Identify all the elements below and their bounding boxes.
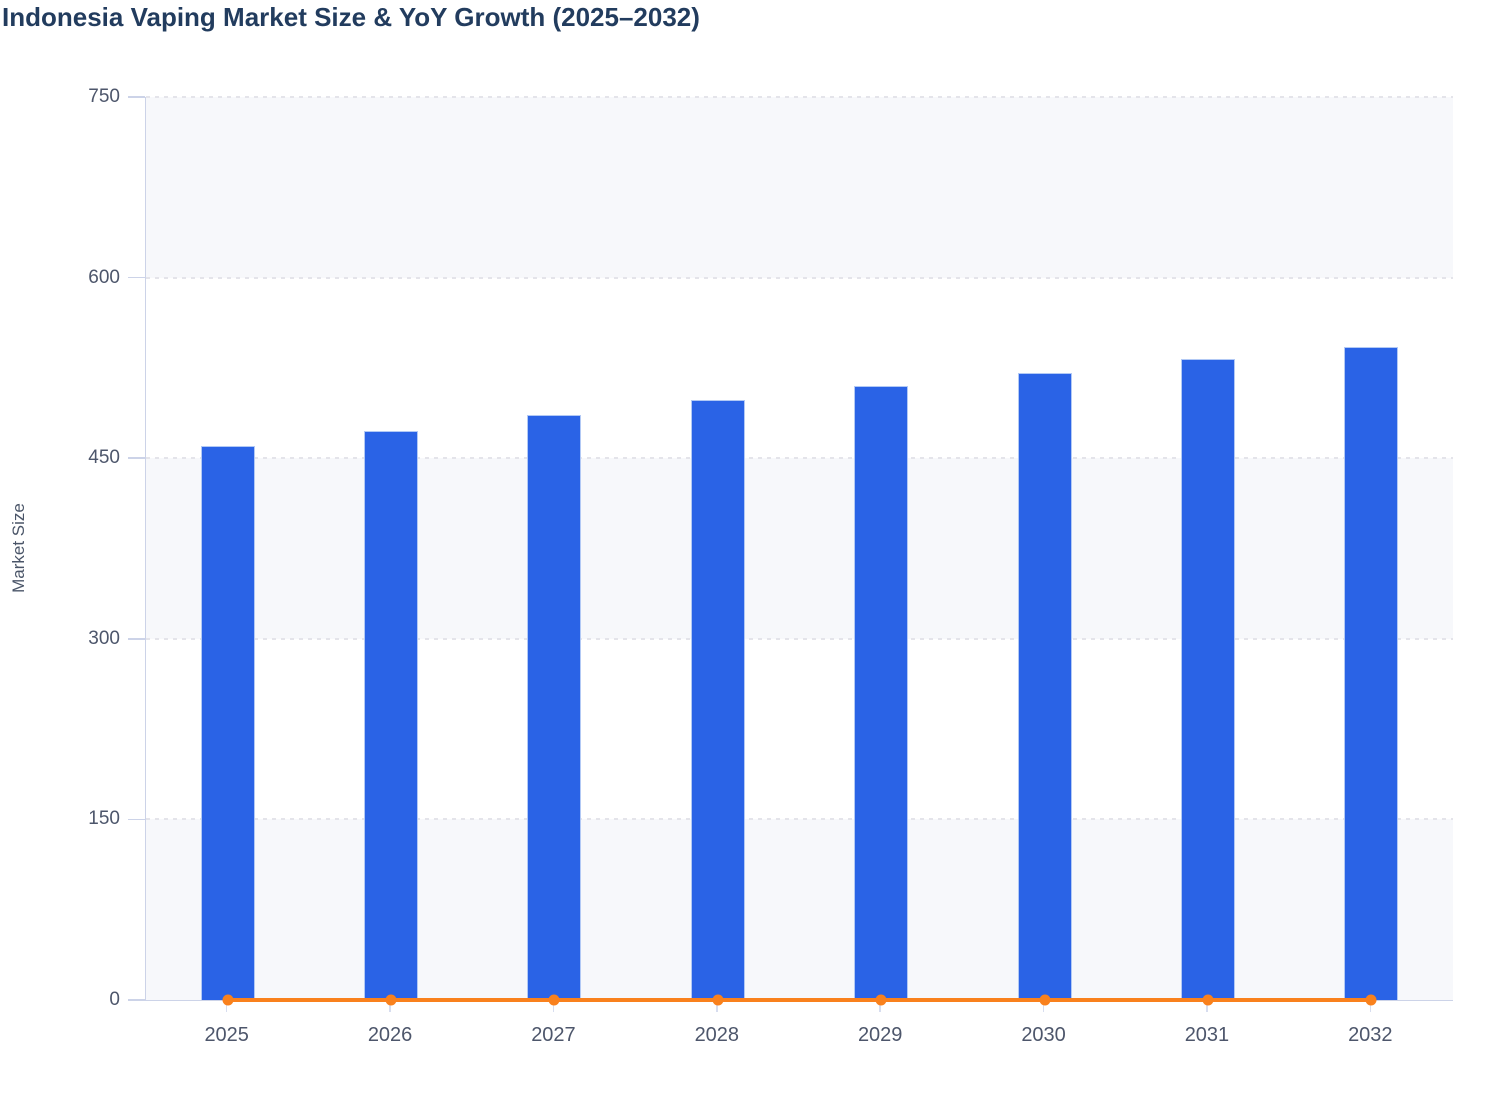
bar-2030[interactable] [1017, 372, 1072, 1000]
split-area-band [146, 277, 1453, 459]
yoy-growth-marker-2026[interactable] [385, 994, 397, 1006]
yoy-growth-marker-2032[interactable] [1365, 994, 1377, 1006]
yoy-growth-marker-2031[interactable] [1202, 994, 1214, 1006]
split-area-band [146, 458, 1453, 639]
y-axis-label: 600 [88, 266, 120, 288]
y-axis-tick [128, 96, 145, 98]
bar-2029[interactable] [854, 385, 909, 1000]
x-axis-label: 2032 [1348, 1024, 1393, 1046]
y-axis-label: 450 [88, 447, 120, 469]
x-axis-label: 2029 [857, 1024, 903, 1046]
y-axis-title: Market Size [9, 503, 28, 593]
bar-2025[interactable] [200, 446, 255, 1000]
x-axis-label: 2027 [531, 1024, 576, 1046]
plot-area [145, 96, 1453, 1006]
yoy-growth-marker-2027[interactable] [548, 994, 560, 1006]
bar-2031[interactable] [1180, 359, 1235, 1000]
yoy-growth-line[interactable] [227, 998, 1372, 1002]
y-axis-label: 300 [88, 627, 120, 649]
bar-2032[interactable] [1344, 347, 1399, 1000]
yoy-growth-marker-2029[interactable] [875, 994, 887, 1006]
split-area-band [146, 638, 1453, 820]
x-axis-label: 2028 [694, 1024, 740, 1046]
yoy-growth-marker-2030[interactable] [1039, 994, 1051, 1006]
gridline-450 [146, 457, 1453, 460]
gridline-150 [146, 818, 1453, 821]
x-axis-label: 2030 [1021, 1024, 1066, 1046]
x-axis-label: 2025 [204, 1024, 249, 1046]
gridline-600 [146, 276, 1453, 279]
x-axis-tick [879, 1005, 881, 1012]
x-axis-tick [552, 1005, 555, 1012]
y-axis-tick [128, 818, 145, 821]
y-axis-tick [128, 276, 145, 279]
y-axis-tick [128, 638, 145, 640]
bar-2027[interactable] [527, 414, 582, 1000]
x-axis-tick [1042, 1005, 1045, 1012]
y-axis-label: 750 [88, 86, 120, 107]
bar-2026[interactable] [364, 430, 419, 1000]
y-axis-tick [128, 999, 145, 1001]
x-axis-tick [1369, 1005, 1372, 1012]
y-axis-label: 0 [109, 989, 120, 1010]
x-axis-tick [389, 1005, 391, 1012]
x-axis-label: 2031 [1184, 1024, 1230, 1046]
x-axis-tick [1206, 1005, 1208, 1012]
split-area-band [146, 819, 1453, 1000]
split-area-band [146, 97, 1453, 278]
x-axis-tick [716, 1005, 718, 1012]
chart-title: Indonesia Vaping Market Size & YoY Growt… [2, 2, 700, 32]
bar-2028[interactable] [690, 400, 745, 1000]
yoy-growth-marker-2025[interactable] [222, 994, 234, 1006]
x-axis-tick [225, 1005, 228, 1012]
gridline-750 [146, 96, 1453, 98]
gridline-300 [146, 637, 1453, 640]
y-axis-tick [128, 457, 145, 459]
x-axis-label: 2026 [367, 1024, 413, 1046]
y-axis-label: 150 [88, 808, 120, 830]
yoy-growth-marker-2028[interactable] [712, 994, 724, 1006]
